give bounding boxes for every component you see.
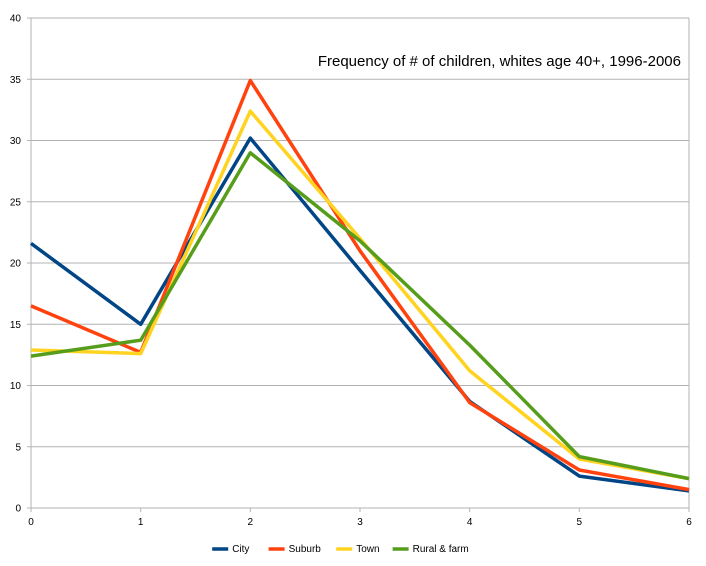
x-tick-label: 1 (138, 517, 144, 528)
y-tick-label: 0 (15, 504, 21, 515)
series-line-town (30, 109, 690, 481)
x-tick-label: 4 (467, 517, 473, 528)
y-tick-label: 15 (10, 320, 22, 331)
y-tick-label: 40 (10, 14, 22, 25)
legend-label: Rural & farm (413, 544, 469, 555)
legend-item-rural-farm: Rural & farm (392, 544, 469, 555)
gridlines (31, 17, 689, 509)
legend-label: City (232, 544, 249, 555)
x-tick-label: 2 (248, 517, 254, 528)
legend-label: Town (356, 544, 379, 555)
x-tick-label: 0 (28, 517, 34, 528)
series-lines (29, 78, 690, 493)
y-tick-label: 30 (10, 136, 22, 147)
x-tick-label: 5 (577, 517, 583, 528)
legend-item-town: Town (336, 544, 380, 555)
y-tick-label: 25 (10, 197, 22, 208)
series-line-suburb (30, 78, 690, 492)
legend-label: Suburb (289, 544, 322, 555)
y-tick-label: 5 (15, 442, 21, 453)
y-tick-label: 20 (10, 259, 22, 270)
y-tick-labels: 0 5 10 15 20 25 30 35 40 (10, 14, 22, 515)
y-tick-label: 10 (10, 381, 22, 392)
chart-title: Frequency of # of children, whites age 4… (318, 53, 681, 70)
legend: City Suburb Town Rural & farm (212, 544, 469, 555)
x-tick-labels: 0 1 2 3 4 5 6 (28, 517, 692, 528)
legend-item-city: City (212, 544, 249, 555)
x-tick-label: 3 (357, 517, 363, 528)
y-tick-label: 35 (10, 75, 22, 86)
x-tick-label: 6 (686, 517, 692, 528)
series-line-city (29, 136, 690, 493)
series-line-rural-farm (30, 151, 690, 481)
axes (27, 17, 690, 512)
legend-item-suburb: Suburb (268, 544, 322, 555)
